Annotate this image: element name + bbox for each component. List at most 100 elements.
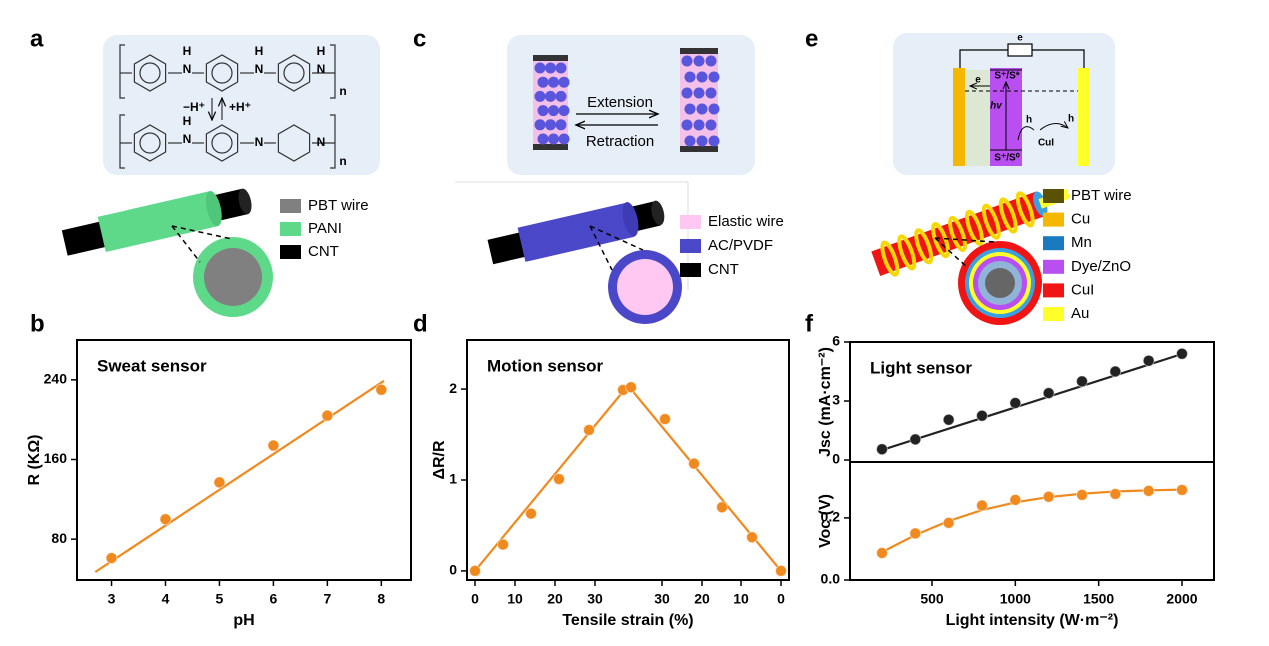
pointer <box>171 225 233 263</box>
y-axis-label: ΔR/R <box>431 440 448 480</box>
legend-swatch <box>280 222 301 236</box>
data-point <box>1176 347 1188 360</box>
x-tick-label: 7 <box>323 591 331 607</box>
data-point <box>909 527 922 540</box>
data-point <box>1009 493 1022 506</box>
plot-frame <box>466 339 790 581</box>
fit-line <box>474 383 782 572</box>
legend-swatch <box>1043 212 1064 227</box>
data-point <box>213 476 226 489</box>
legend-swatch <box>680 215 701 229</box>
particle <box>537 133 549 145</box>
panel-label: c <box>413 25 426 52</box>
particle <box>537 76 549 88</box>
data-point <box>688 457 700 470</box>
data-point <box>942 516 955 529</box>
y-tick-label: 0.2 <box>821 509 841 525</box>
ring-bond <box>139 62 161 84</box>
atom-label: H <box>183 114 192 128</box>
x-tick-label: 30 <box>654 591 670 607</box>
x-tick-label: 5 <box>216 591 224 607</box>
arrow-label: Extension <box>587 94 653 111</box>
particle <box>681 55 693 67</box>
layer <box>985 268 1015 298</box>
annotation: Motion sensor <box>487 356 604 375</box>
diagram-label: S⁺/S* <box>994 71 1019 82</box>
particle <box>705 55 717 67</box>
x-tick-label: 1500 <box>1083 591 1114 607</box>
fit-line <box>94 379 385 573</box>
x-tick-label: 4 <box>162 591 170 607</box>
data-point <box>976 499 988 512</box>
legend-swatch <box>1043 283 1064 298</box>
legend-label: Au <box>1071 305 1089 322</box>
data-point <box>469 564 481 577</box>
diagram-label: S⁺/S⁰ <box>994 153 1019 164</box>
legend-label: CuI <box>1071 281 1094 298</box>
atom-label: N <box>255 62 264 76</box>
data-point <box>583 424 595 436</box>
data-point <box>375 383 388 396</box>
cross-section <box>958 241 1042 325</box>
y-tick-label: 2 <box>449 380 457 396</box>
legend-swatch <box>1043 259 1064 274</box>
particle <box>684 135 696 147</box>
diagram-label: CuI <box>1038 138 1054 149</box>
legend-swatch <box>680 263 701 277</box>
spiral-turn <box>897 234 917 271</box>
container <box>533 60 568 145</box>
atom-label: N <box>183 132 192 146</box>
data-point <box>1142 354 1155 367</box>
annotation: Sweat sensor <box>97 356 207 375</box>
atom-label: N <box>317 135 326 149</box>
panel-label: d <box>413 310 428 337</box>
fit-line <box>881 352 1183 452</box>
cap <box>680 48 718 54</box>
legend-swatch <box>280 245 301 259</box>
spiral-turn <box>914 228 934 265</box>
ring <box>205 124 239 162</box>
container <box>680 53 718 147</box>
legend-label: PANI <box>308 220 342 237</box>
y-tick-label: 0 <box>832 451 840 467</box>
plot-frame <box>76 339 412 581</box>
x-tick-label: 20 <box>547 591 563 607</box>
y-axis-label: Voc (V) <box>817 494 834 548</box>
plot-frame <box>849 461 1215 581</box>
legend-label: CNT <box>708 261 739 278</box>
spiral-turn <box>964 209 984 246</box>
particle <box>684 71 696 83</box>
x-tick-label: 30 <box>587 591 603 607</box>
legend-swatch <box>680 239 701 253</box>
cap <box>533 144 568 150</box>
wire <box>61 188 252 256</box>
legend-label: Mn <box>1071 234 1092 251</box>
particle <box>537 105 549 117</box>
spiral-turn <box>998 197 1018 234</box>
particle <box>545 119 556 131</box>
ring <box>133 54 167 92</box>
arrow-label: +H⁺ <box>229 100 251 114</box>
panel-label: f <box>805 310 814 337</box>
legend-label: CNT <box>308 243 339 260</box>
particle <box>545 90 556 102</box>
legend-label: PBT wire <box>1071 187 1132 204</box>
legend-label: Cu <box>1071 211 1090 228</box>
y-tick-label: 1 <box>449 471 457 487</box>
annotation: Light sensor <box>870 358 972 377</box>
ring <box>133 124 167 162</box>
particle <box>548 105 559 117</box>
data-point <box>1042 387 1055 400</box>
particle <box>555 62 567 74</box>
y-tick-label: 0 <box>449 562 457 578</box>
particle <box>693 87 705 99</box>
data-point <box>525 507 537 520</box>
panel-label: a <box>30 25 44 52</box>
data-point <box>659 413 671 426</box>
cap <box>680 146 718 152</box>
y-tick-label: 6 <box>832 333 840 349</box>
particle <box>681 87 693 99</box>
pointer <box>589 225 644 271</box>
spiral-turn <box>948 215 967 253</box>
atom-label: H <box>317 44 326 58</box>
